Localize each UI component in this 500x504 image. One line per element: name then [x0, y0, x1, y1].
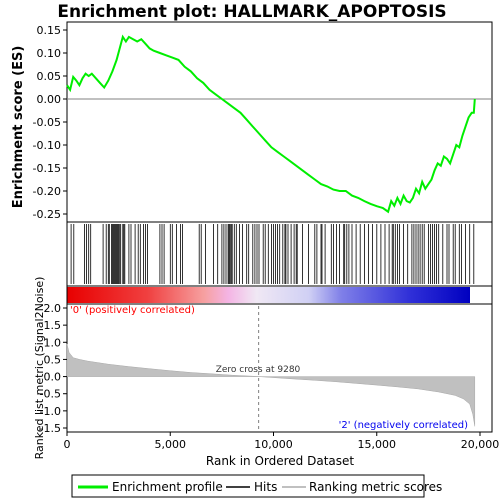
positive-correlation-label: '0' (positively correlated) — [70, 305, 195, 316]
metric-y-tick-label: 2.0 — [44, 302, 62, 315]
metric-x-axis-label: Rank in Ordered Dataset — [206, 454, 354, 468]
es-y-tick-label: 0.15 — [37, 24, 62, 37]
metric-y-tick-label: -1.5 — [40, 422, 61, 435]
es-y-tick-label: -0.20 — [33, 185, 61, 198]
rank-color-gradient — [67, 287, 470, 303]
es-y-tick-label: 0.10 — [37, 47, 62, 60]
legend: Enrichment profile Hits Ranking metric s… — [71, 474, 442, 498]
metric-y-tick-label: 0.5 — [44, 353, 62, 366]
enrichment-profile-line — [66, 34, 476, 214]
metric-y-tick-label: 1.0 — [44, 336, 62, 349]
metric-x-tick-label: 10,000 — [254, 438, 293, 451]
es-panel-frame — [66, 21, 493, 223]
es-y-axis-label: Enrichment score (ES) — [11, 46, 26, 209]
metric-y-tick-label: -0.5 — [40, 388, 61, 401]
metric-panel: 2.0 1.5 1.0 0.5 0.0 -0.5 -1.0 -1.5 0 5,000 10,000… — [33, 277, 499, 468]
metric-x-tick-label: 20,000 — [461, 438, 500, 451]
es-y-tick-label: -0.10 — [33, 139, 61, 152]
ranking-metric-area — [66, 343, 476, 427]
legend-enrichment-label: Enrichment profile — [112, 480, 223, 494]
metric-x-tick-label: 15,000 — [358, 438, 397, 451]
hits-panel — [66, 221, 493, 287]
es-panel: 0.15 0.10 0.05 0.00 -0.05 -0.10 -0.15 -0.20 -0.2… — [11, 21, 493, 223]
hit-lines — [70, 224, 475, 284]
es-y-tick-label: 0.00 — [37, 93, 62, 106]
metric-y-tick-label: 0.0 — [44, 371, 62, 384]
es-y-tick-label: -0.05 — [33, 116, 61, 129]
es-y-tick-label: -0.15 — [33, 162, 61, 175]
es-y-axis: 0.15 0.10 0.05 0.00 -0.05 -0.10 -0.15 -0.20 -0.2… — [33, 24, 67, 221]
metric-y-axis: 2.0 1.5 1.0 0.5 0.0 -0.5 -1.0 -1.5 — [40, 302, 67, 435]
chart-title: Enrichment plot: HALLMARK_APOPTOSIS — [57, 2, 446, 22]
legend-frame — [71, 474, 425, 498]
rank-color-bar — [66, 285, 493, 305]
negative-correlation-label: '2' (negatively correlated) — [339, 420, 468, 431]
metric-x-tick-label: 0 — [64, 438, 71, 451]
metric-y-axis-label: Ranked list metric (Signal2Noise) — [33, 277, 46, 460]
metric-y-tick-label: 1.5 — [44, 319, 62, 332]
metric-x-axis: 0 5,000 10,000 15,000 20,000 — [64, 432, 500, 451]
metric-x-tick-label: 5,000 — [155, 438, 187, 451]
es-y-tick-label: -0.25 — [33, 208, 61, 221]
zero-cross-label: Zero cross at 9280 — [216, 365, 301, 375]
es-y-tick-label: 0.05 — [37, 70, 62, 83]
legend-metric-label: Ranking metric scores — [309, 480, 442, 494]
metric-y-tick-label: -1.0 — [40, 405, 61, 418]
legend-hits-label: Hits — [254, 480, 277, 494]
